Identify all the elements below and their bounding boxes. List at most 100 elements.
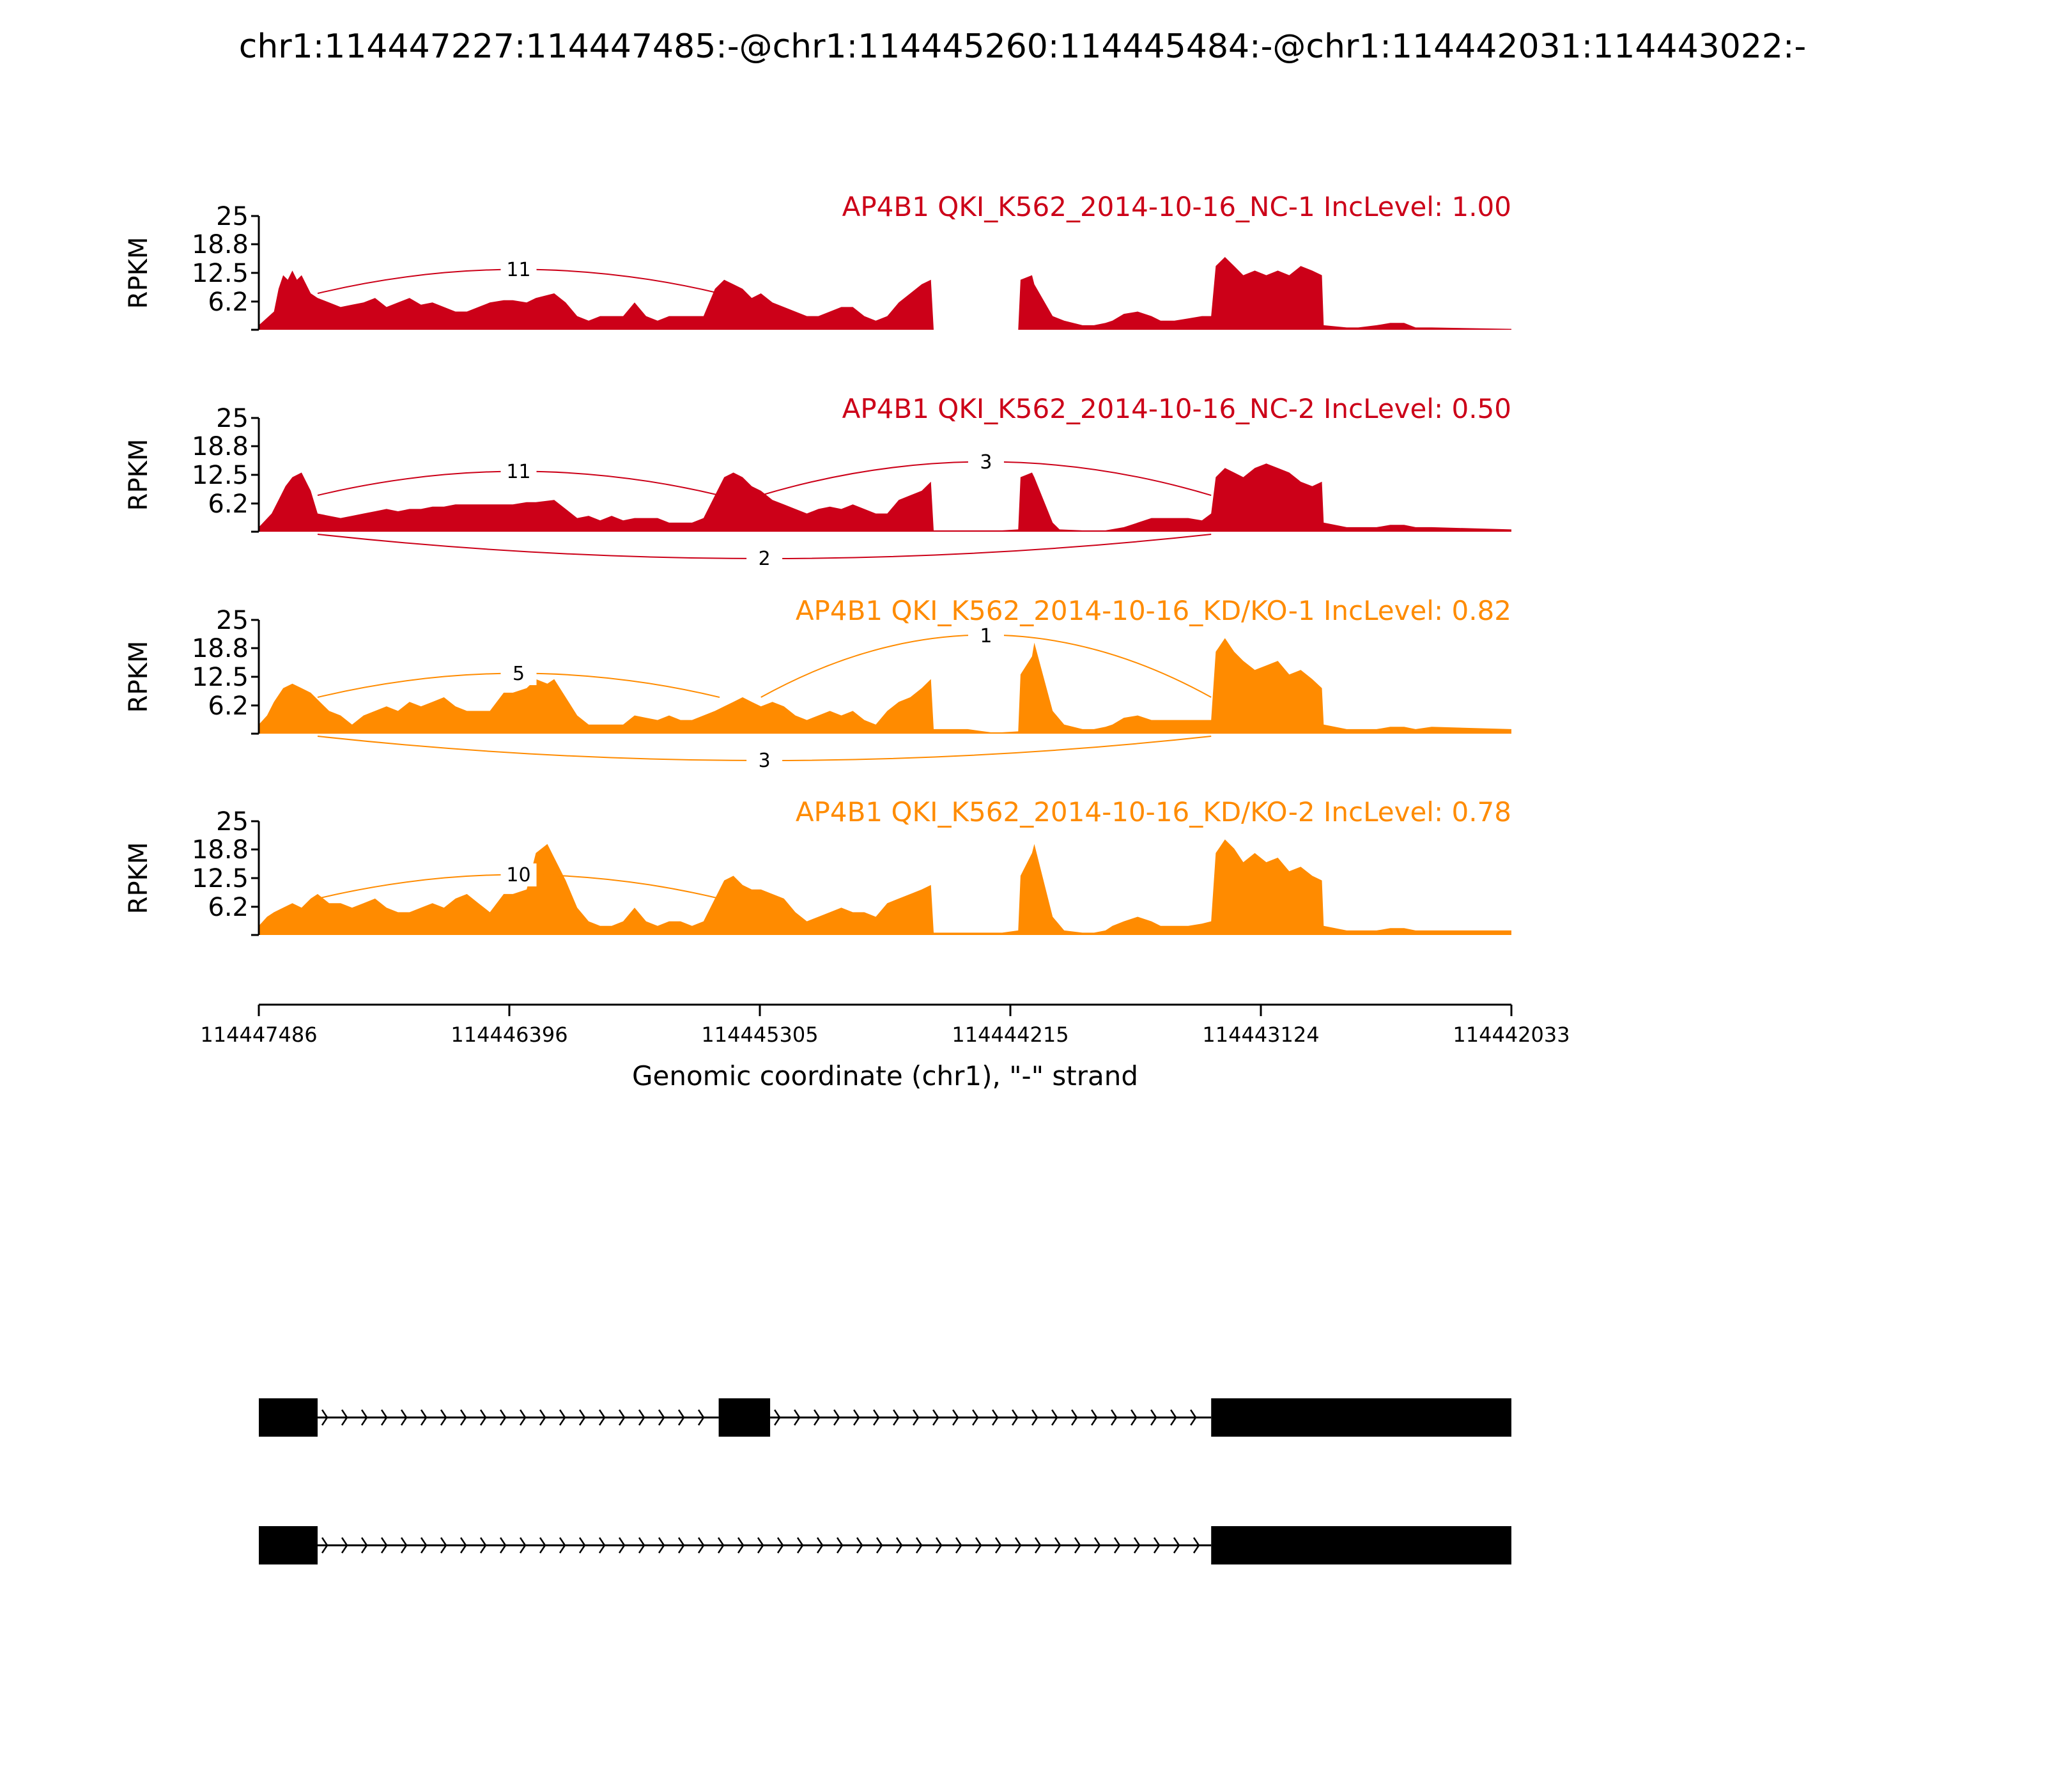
strand-chevron	[994, 1537, 1002, 1554]
x-tick-label: 114446396	[451, 1023, 567, 1047]
x-tick-label: 114444215	[952, 1023, 1069, 1047]
strand-chevron	[1031, 1409, 1038, 1426]
y-tick-label: 18.8	[192, 230, 249, 259]
strand-chevron	[833, 1409, 840, 1426]
strand-chevron	[836, 1537, 844, 1554]
strand-chevron	[578, 1537, 586, 1554]
strand-chevron	[440, 1537, 447, 1554]
strand-chevron	[876, 1537, 883, 1554]
strand-chevron	[1093, 1537, 1101, 1554]
strand-chevron	[1150, 1409, 1157, 1426]
y-tick-label: 6.2	[208, 691, 249, 721]
y-tick-label: 6.2	[208, 490, 249, 519]
strand-chevron	[400, 1409, 408, 1426]
junction-count: 3	[759, 750, 771, 772]
junction-count: 1	[980, 625, 992, 647]
strand-chevron	[598, 1537, 606, 1554]
exon-block	[1211, 1526, 1511, 1564]
strand-chevron	[814, 1409, 821, 1426]
y-axis-label: RPKM	[124, 842, 153, 915]
sample-title: AP4B1 QKI_K562_2014-10-16_KD/KO-1 IncLev…	[796, 595, 1511, 626]
junction-label-bg	[500, 258, 537, 282]
strand-chevron	[677, 1537, 685, 1554]
junction-label-bg	[746, 547, 783, 570]
junction-count: 2	[759, 548, 771, 570]
strand-chevron	[380, 1537, 388, 1554]
strand-chevron	[658, 1537, 665, 1554]
y-tick-label: 18.8	[192, 432, 249, 461]
y-tick-label: 18.8	[192, 634, 249, 663]
strand-chevron	[420, 1537, 428, 1554]
strand-chevron	[757, 1537, 764, 1554]
sample-title: AP4B1 QKI_K562_2014-10-16_KD/KO-2 IncLev…	[796, 796, 1511, 828]
strand-chevron	[1131, 1409, 1138, 1426]
strand-chevron	[697, 1409, 705, 1426]
junction-count: 5	[513, 663, 525, 685]
strand-chevron	[1190, 1409, 1197, 1426]
strand-chevron	[1051, 1409, 1058, 1426]
y-tick-label: 18.8	[192, 835, 249, 865]
junction-count: 11	[506, 259, 530, 281]
strand-chevron	[341, 1409, 348, 1426]
y-tick-label: 12.5	[192, 461, 249, 490]
x-tick-label: 114447486	[200, 1023, 317, 1047]
x-axis: 114447486 114446396 114445305 114444215 1144…	[200, 1003, 1570, 1092]
strand-chevron	[1012, 1409, 1019, 1426]
y-tick-label: 25	[216, 404, 249, 433]
y-axis-label: RPKM	[124, 237, 153, 309]
strand-chevron	[952, 1409, 959, 1426]
strand-chevron	[893, 1409, 900, 1426]
strand-chevron	[638, 1537, 645, 1554]
strand-chevron	[539, 1537, 546, 1554]
junction-label-bg	[968, 451, 1004, 474]
y-tick-label: 12.5	[192, 663, 249, 692]
strand-chevron	[440, 1409, 447, 1426]
strand-chevron	[598, 1409, 606, 1426]
strand-chevron	[895, 1537, 903, 1554]
strand-chevron	[935, 1537, 943, 1554]
strand-chevron	[638, 1409, 645, 1426]
strand-chevron	[519, 1409, 527, 1426]
junction-label-bg	[968, 624, 1004, 647]
strand-chevron	[856, 1537, 863, 1554]
strand-chevron	[955, 1537, 962, 1554]
junction-count: 3	[980, 451, 992, 474]
junction-label-bg	[500, 662, 537, 686]
strand-chevron	[618, 1537, 626, 1554]
strand-chevron	[913, 1409, 920, 1426]
strand-chevron	[459, 1537, 467, 1554]
strand-chevron	[873, 1409, 880, 1426]
strand-chevron	[658, 1409, 665, 1426]
strand-chevron	[853, 1409, 860, 1426]
strand-chevron	[360, 1409, 368, 1426]
strand-chevron	[774, 1409, 781, 1426]
strand-chevron	[1071, 1409, 1078, 1426]
strand-chevron	[794, 1409, 801, 1426]
strand-chevron	[796, 1537, 804, 1554]
strand-chevron	[400, 1537, 408, 1554]
y-tick-label: 25	[216, 807, 249, 837]
coverage-area	[259, 638, 1511, 734]
strand-chevron	[992, 1409, 999, 1426]
sample-title: AP4B1 QKI_K562_2014-10-16_NC-1 IncLevel:…	[842, 191, 1511, 222]
strand-chevron	[459, 1409, 467, 1426]
x-tick-label: 114443124	[1202, 1023, 1319, 1047]
transcript-1	[259, 1398, 1511, 1437]
strand-chevron	[717, 1537, 725, 1554]
sample-title: AP4B1 QKI_K562_2014-10-16_NC-2 IncLevel:…	[842, 393, 1511, 424]
strand-chevron	[1034, 1537, 1042, 1554]
strand-chevron	[697, 1537, 705, 1554]
junction-label-bg	[746, 749, 783, 772]
strand-chevron	[341, 1537, 348, 1554]
coverage-area	[259, 463, 1511, 532]
strand-chevron	[1173, 1537, 1180, 1554]
figure-title: chr1:114447227:114447485:-@chr1:11444526…	[239, 27, 1807, 66]
strand-chevron	[618, 1409, 626, 1426]
y-tick-label: 6.2	[208, 288, 249, 317]
y-tick-label: 25	[216, 202, 249, 231]
strand-chevron	[1014, 1537, 1022, 1554]
strand-chevron	[479, 1409, 487, 1426]
strand-chevron	[1054, 1537, 1061, 1554]
